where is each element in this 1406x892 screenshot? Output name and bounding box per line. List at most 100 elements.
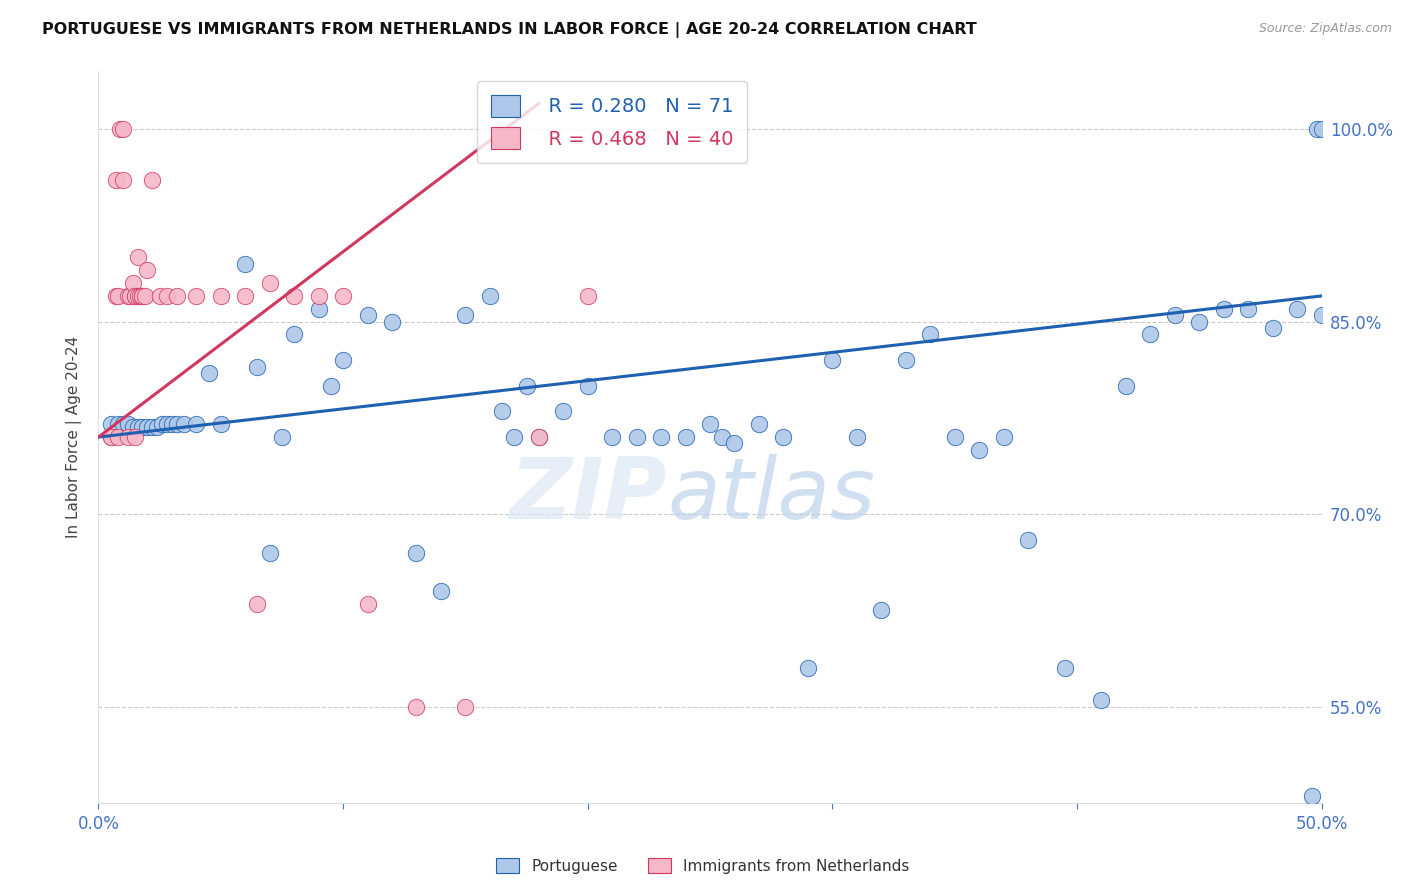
Point (100, 430, 122, 444)
Point (209, 289, 232, 303)
Point (675, 430, 697, 444)
Point (1237, 301, 1260, 316)
Point (576, 378, 599, 392)
Point (100, 417, 122, 432)
Point (723, 436, 745, 450)
Point (156, 417, 179, 432)
Point (166, 417, 188, 432)
Point (117, 417, 139, 432)
Point (150, 417, 173, 432)
Point (233, 257, 256, 271)
Point (430, 584, 453, 599)
Point (127, 251, 149, 265)
Point (308, 301, 330, 316)
Point (246, 597, 269, 611)
Point (356, 308, 378, 322)
Point (136, 419, 159, 434)
Point (1310, 308, 1333, 322)
Point (259, 276, 281, 290)
Point (503, 430, 526, 444)
Point (1301, 789, 1323, 804)
Point (149, 289, 172, 303)
Point (405, 545, 427, 559)
Point (920, 327, 942, 342)
Point (1090, 693, 1112, 707)
Point (173, 417, 195, 432)
Point (117, 289, 139, 303)
Point (308, 289, 330, 303)
Point (104, 173, 127, 187)
Point (136, 263, 159, 277)
Point (699, 417, 721, 432)
Point (1053, 661, 1076, 675)
Point (129, 289, 152, 303)
Point (332, 353, 354, 368)
Point (454, 308, 477, 322)
Point (146, 419, 169, 434)
Legend:   R = 0.280   N = 71,   R = 0.468   N = 40: R = 0.280 N = 71, R = 0.468 N = 40 (478, 81, 747, 163)
Point (527, 430, 550, 444)
Point (821, 353, 844, 368)
Point (131, 289, 153, 303)
Point (134, 289, 156, 303)
Text: Source: ZipAtlas.com: Source: ZipAtlas.com (1258, 22, 1392, 36)
Point (319, 378, 342, 392)
Point (186, 417, 208, 432)
Point (381, 315, 404, 329)
Point (1212, 301, 1234, 316)
Point (246, 359, 269, 374)
Legend: Portuguese, Immigrants from Netherlands: Portuguese, Immigrants from Netherlands (491, 852, 915, 880)
Point (107, 289, 129, 303)
Point (209, 417, 232, 432)
Point (186, 289, 208, 303)
Point (127, 419, 149, 434)
Point (283, 327, 305, 342)
Point (1188, 315, 1211, 329)
Point (166, 289, 188, 303)
Point (233, 289, 256, 303)
Point (527, 430, 550, 444)
Point (117, 430, 139, 444)
Point (104, 289, 127, 303)
Point (124, 430, 146, 444)
Point (127, 289, 149, 303)
Point (197, 366, 219, 380)
Point (553, 404, 575, 418)
Point (1164, 308, 1187, 322)
Point (650, 430, 672, 444)
Point (797, 661, 820, 675)
Point (748, 417, 770, 432)
Point (993, 430, 1015, 444)
Point (107, 430, 129, 444)
Point (478, 289, 501, 303)
Point (711, 430, 734, 444)
Point (124, 289, 146, 303)
Point (1306, 122, 1329, 136)
Point (870, 603, 893, 617)
Point (1139, 327, 1161, 342)
Point (111, 173, 134, 187)
Point (110, 122, 132, 136)
Point (1286, 301, 1309, 316)
Text: PORTUGUESE VS IMMIGRANTS FROM NETHERLANDS IN LABOR FORCE | AGE 20-24 CORRELATION: PORTUGUESE VS IMMIGRANTS FROM NETHERLAND… (42, 22, 977, 38)
Point (107, 417, 129, 432)
Point (405, 699, 427, 714)
Text: ZIP: ZIP (509, 454, 668, 537)
Point (600, 430, 623, 444)
Point (515, 378, 537, 392)
Point (845, 430, 868, 444)
Point (576, 289, 599, 303)
Point (626, 430, 648, 444)
Point (1115, 378, 1137, 392)
Point (120, 289, 142, 303)
Point (1261, 321, 1284, 335)
Point (967, 442, 990, 457)
Point (111, 417, 134, 432)
Point (111, 122, 134, 136)
Point (283, 289, 305, 303)
Y-axis label: In Labor Force | Age 20-24: In Labor Force | Age 20-24 (66, 336, 83, 538)
Point (332, 289, 354, 303)
Point (156, 289, 179, 303)
Point (772, 430, 794, 444)
Point (160, 417, 183, 432)
